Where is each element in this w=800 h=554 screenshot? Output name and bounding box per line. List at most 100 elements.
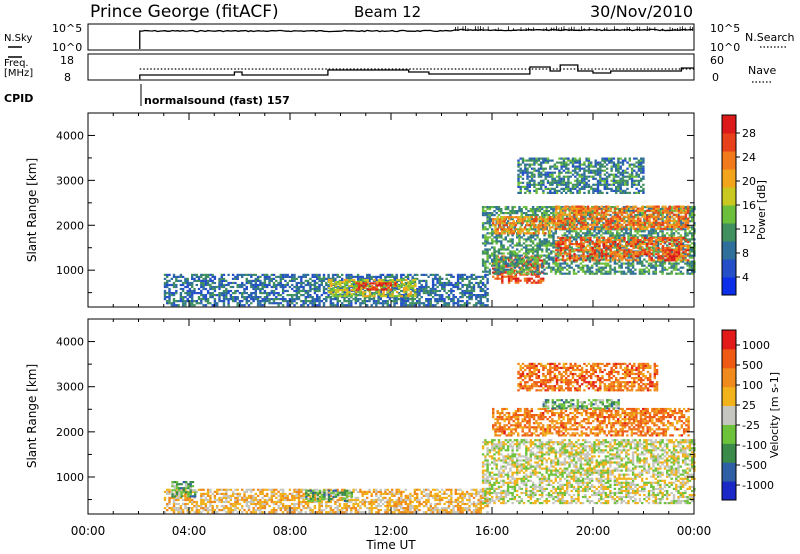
heatmap-cell (302, 300, 305, 303)
heatmap-cell (504, 248, 507, 251)
heatmap-cell (677, 211, 681, 214)
heatmap-cell (643, 210, 646, 213)
heatmap-cell (272, 289, 276, 293)
heatmap-cell (459, 292, 462, 295)
heatmap-cell (551, 226, 554, 229)
heatmap-cell (652, 272, 655, 275)
heatmap-cell (277, 283, 280, 287)
heatmap-cell (618, 225, 622, 228)
heatmap-cell (517, 216, 520, 219)
heatmap-cell (218, 277, 221, 280)
heatmap-cell (646, 225, 649, 228)
heatmap-cell (671, 215, 674, 218)
heatmap-cell (682, 217, 685, 220)
heatmap-cell (520, 224, 523, 227)
heatmap-cell (591, 234, 594, 237)
heatmap-cell (684, 213, 688, 216)
heatmap-cell (491, 260, 494, 263)
heatmap-cell (425, 292, 428, 295)
heatmap-cell (416, 289, 419, 293)
heatmap-cell (661, 236, 665, 240)
heatmap-cell (200, 283, 203, 287)
heatmap-cell (484, 266, 487, 269)
heatmap-cell (527, 214, 530, 217)
heatmap-cell (526, 175, 529, 178)
heatmap-cell (586, 255, 590, 258)
heatmap-cell (181, 296, 185, 299)
heatmap-cell (555, 225, 558, 228)
heatmap-cell (309, 281, 312, 285)
heatmap-cell (404, 304, 407, 307)
heatmap-cell (486, 218, 489, 221)
heatmap-cell (431, 292, 435, 295)
heatmap-cell (557, 241, 560, 244)
heatmap-cell (441, 300, 444, 303)
heatmap-cell (528, 232, 531, 235)
heatmap-cell (598, 217, 601, 220)
heatmap-cell (555, 257, 558, 260)
heatmap-cell (618, 232, 621, 235)
heatmap-cell (495, 234, 498, 237)
heatmap-cell (568, 255, 572, 258)
heatmap-cell (559, 241, 563, 244)
heatmap-cell (502, 246, 505, 249)
heatmap-cell (602, 222, 605, 225)
heatmap-cell (551, 218, 554, 221)
heatmap-cell (498, 220, 502, 223)
heatmap-cell (596, 236, 599, 240)
heatmap-cell (573, 259, 576, 262)
heatmap-cell (627, 213, 631, 216)
heatmap-cell (412, 295, 415, 298)
heatmap-cell (648, 257, 651, 260)
heatmap-cell (550, 206, 553, 209)
heatmap-cell (241, 300, 244, 303)
heatmap-cell (495, 262, 498, 265)
heatmap-cell (686, 245, 690, 248)
heatmap-cell (661, 214, 664, 217)
heatmap-cell (454, 283, 457, 287)
heatmap-cell (657, 236, 660, 240)
heatmap-cell (311, 300, 314, 303)
heatmap-cell (686, 211, 690, 214)
heatmap-cell (386, 296, 389, 299)
heatmap-cell (330, 285, 333, 288)
heatmap-cell (250, 285, 253, 289)
heatmap-cell (680, 249, 683, 252)
heatmap-cell (634, 253, 638, 256)
heatmap-cell (220, 292, 223, 295)
heatmap-cell (334, 285, 338, 288)
heatmap-cell (436, 279, 439, 282)
heatmap-cell (535, 218, 538, 221)
heatmap-cell (618, 250, 621, 253)
heatmap-cell (564, 243, 567, 246)
heatmap-cell (614, 255, 617, 258)
heatmap-cell (518, 258, 521, 261)
heatmap-cell (406, 298, 410, 301)
heatmap-cell (584, 218, 587, 221)
heatmap-cell (629, 256, 632, 259)
heatmap-cell (359, 304, 362, 307)
heatmap-cell (350, 285, 353, 288)
heatmap-cell (552, 212, 555, 215)
heatmap-cell (563, 234, 567, 237)
heatmap-cell (495, 268, 498, 271)
heatmap-cell (520, 244, 523, 247)
heatmap-cell (575, 220, 578, 223)
heatmap-cell (406, 304, 410, 307)
heatmap-cell (632, 215, 635, 218)
heatmap-cell (593, 262, 596, 265)
heatmap-cell (530, 159, 534, 162)
heatmap-cell (427, 298, 430, 301)
heatmap-cell (186, 289, 189, 293)
heatmap-cell (222, 279, 226, 282)
heatmap-cell (484, 252, 487, 255)
heatmap-cell (523, 228, 527, 231)
heatmap-cell (671, 211, 674, 214)
heatmap-cell (525, 254, 528, 257)
heatmap-cell (225, 296, 228, 299)
heatmap-cell (609, 242, 612, 245)
heatmap-cell (241, 296, 244, 299)
heatmap-cell (250, 283, 253, 287)
heatmap-cell (420, 283, 423, 287)
heatmap-cell (677, 251, 681, 254)
